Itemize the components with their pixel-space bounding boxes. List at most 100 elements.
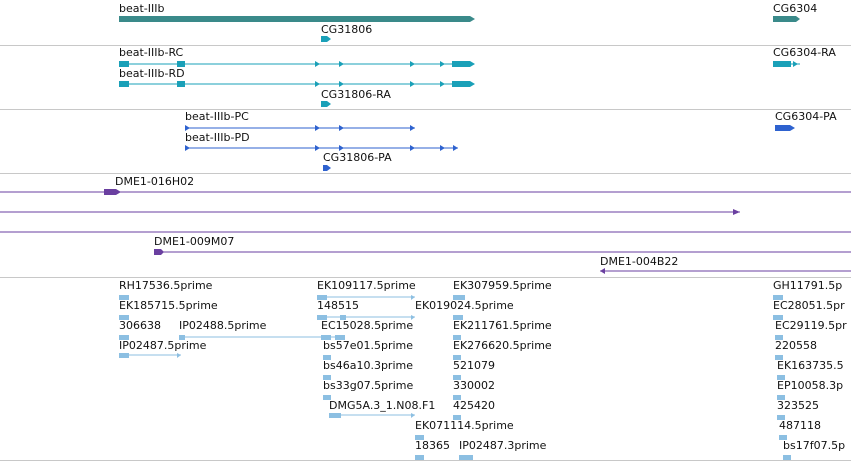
est-label-RH17536.5prime[interactable]: RH17536.5prime bbox=[119, 279, 213, 292]
est-EC29119.5pr bbox=[775, 335, 783, 340]
track-divider bbox=[0, 173, 851, 174]
protein-label-beat-IIIb-PD[interactable]: beat-IIIb-PD bbox=[185, 131, 250, 144]
gene-track-glyphs bbox=[119, 16, 800, 42]
clone-track-glyphs bbox=[0, 189, 851, 274]
est-bs17f07.5p bbox=[783, 455, 791, 460]
clone-DME1-016H02 bbox=[0, 189, 851, 195]
protein-CG31806-PA bbox=[323, 165, 331, 171]
protein-label-CG31806-PA[interactable]: CG31806-PA bbox=[323, 151, 392, 164]
est-label-18365[interactable]: 18365 bbox=[415, 439, 450, 452]
transcript-label-CG31806-RA[interactable]: CG31806-RA bbox=[321, 88, 391, 101]
est-label-EK307959.5prime[interactable]: EK307959.5prime bbox=[453, 279, 552, 292]
gene-feature-CG31806 bbox=[321, 36, 331, 42]
track-divider bbox=[0, 277, 851, 278]
est-330002 bbox=[453, 395, 461, 400]
est-306638 bbox=[119, 335, 129, 340]
est-DMG5A.3_1.N08.F1 bbox=[329, 413, 415, 418]
protein-label-CG6304-PA[interactable]: CG6304-PA bbox=[775, 110, 837, 123]
est-EK185715.5prime bbox=[119, 315, 129, 320]
est-EK019024.5prime bbox=[453, 315, 463, 320]
est-IP02487.3prime bbox=[459, 455, 473, 460]
est-label-EK276620.5prime[interactable]: EK276620.5prime bbox=[453, 339, 552, 352]
est-425420 bbox=[453, 415, 461, 420]
gene-feature-beat-IIIb bbox=[119, 16, 475, 22]
est-GH11791.5p bbox=[773, 295, 783, 300]
est-label-bs46a10.3prime[interactable]: bs46a10.3prime bbox=[323, 359, 413, 372]
est-18365 bbox=[415, 455, 424, 460]
est-EK276620.5prime bbox=[453, 355, 461, 360]
est-label-306638[interactable]: 306638 bbox=[119, 319, 161, 332]
est-EK211761.5prime bbox=[453, 335, 461, 340]
transcript-label-beat-IIIb-RD[interactable]: beat-IIIb-RD bbox=[119, 67, 185, 80]
clone-span-1 bbox=[0, 209, 740, 215]
clone-label-DME1-009M07[interactable]: DME1-009M07 bbox=[154, 235, 235, 248]
est-EC28051.5pr bbox=[773, 315, 783, 320]
protein-beat-IIIb-PD bbox=[185, 145, 458, 151]
est-label-323525[interactable]: 323525 bbox=[777, 399, 819, 412]
transcript-CG31806-RA bbox=[321, 101, 331, 107]
est-label-EK185715.5prime[interactable]: EK185715.5prime bbox=[119, 299, 218, 312]
est-EK071114.5prime bbox=[415, 435, 424, 440]
est-label-EC28051.5pr[interactable]: EC28051.5pr bbox=[773, 299, 845, 312]
gene-feature-CG6304 bbox=[773, 16, 800, 22]
est-label-425420[interactable]: 425420 bbox=[453, 399, 495, 412]
est-label-EC29119.5pr[interactable]: EC29119.5pr bbox=[775, 319, 847, 332]
est-label-IP02488.5prime[interactable]: IP02488.5prime bbox=[179, 319, 267, 332]
protein-track-glyphs bbox=[185, 125, 795, 171]
transcript-CG6304-RA bbox=[773, 61, 800, 67]
transcript-beat-IIIb-RD bbox=[119, 81, 475, 87]
protein-label-beat-IIIb-PC[interactable]: beat-IIIb-PC bbox=[185, 110, 249, 123]
est-label-EC15028.5prime[interactable]: EC15028.5prime bbox=[321, 319, 414, 332]
est-label-bs57e01.5prime[interactable]: bs57e01.5prime bbox=[323, 339, 414, 352]
est-label-EK211761.5prime[interactable]: EK211761.5prime bbox=[453, 319, 552, 332]
est-label-521079[interactable]: 521079 bbox=[453, 359, 495, 372]
est-label-IP02487.3prime[interactable]: IP02487.3prime bbox=[459, 439, 547, 452]
gene-label-beat-IIIb[interactable]: beat-IIIb bbox=[119, 2, 165, 15]
est-IP02488.5prime bbox=[179, 335, 345, 340]
est-bs57e01.5prime bbox=[323, 355, 331, 360]
est-label-GH11791.5p[interactable]: GH11791.5p bbox=[773, 279, 843, 292]
est-label-330002[interactable]: 330002 bbox=[453, 379, 495, 392]
est-label-EK019024.5prime[interactable]: EK019024.5prime bbox=[415, 299, 514, 312]
est-label-220558[interactable]: 220558 bbox=[775, 339, 817, 352]
est-bs33g07.5prime bbox=[323, 395, 331, 400]
est-label-bs17f07.5p[interactable]: bs17f07.5p bbox=[783, 439, 846, 452]
track-divider bbox=[0, 109, 851, 110]
transcript-beat-IIIb-RC bbox=[119, 61, 475, 67]
est-label-487118[interactable]: 487118 bbox=[779, 419, 821, 432]
est-148515 bbox=[317, 315, 415, 320]
est-label-bs33g07.5prime[interactable]: bs33g07.5prime bbox=[323, 379, 414, 392]
est-EK109117.5prime bbox=[317, 295, 415, 300]
est-label-EK071114.5prime[interactable]: EK071114.5prime bbox=[415, 419, 514, 432]
gene-label-CG31806[interactable]: CG31806 bbox=[321, 23, 373, 36]
est-bs46a10.3prime bbox=[323, 375, 331, 380]
est-EC15028.5prime bbox=[321, 335, 331, 340]
clone-label-DME1-004B22[interactable]: DME1-004B22 bbox=[600, 255, 679, 268]
transcript-label-beat-IIIb-RC[interactable]: beat-IIIb-RC bbox=[119, 46, 184, 59]
est-EP10058.3p bbox=[777, 395, 785, 400]
est-521079 bbox=[453, 375, 461, 380]
est-323525 bbox=[777, 415, 785, 420]
est-EK307959.5prime bbox=[453, 295, 465, 300]
est-label-EP10058.3p[interactable]: EP10058.3p bbox=[777, 379, 844, 392]
protein-CG6304-PA bbox=[775, 125, 795, 131]
est-RH17536.5prime bbox=[119, 295, 129, 300]
est-label-148515[interactable]: 148515 bbox=[317, 299, 359, 312]
transcript-label-CG6304-RA[interactable]: CG6304-RA bbox=[773, 46, 836, 59]
est-EK163735.5 bbox=[777, 375, 785, 380]
transcript-track-glyphs bbox=[119, 61, 800, 107]
clone-DME1-009M07 bbox=[154, 249, 851, 255]
est-label-DMG5A.3_1.N08.F1[interactable]: DMG5A.3_1.N08.F1 bbox=[329, 399, 436, 412]
gene-label-CG6304[interactable]: CG6304 bbox=[773, 2, 818, 15]
est-487118 bbox=[779, 435, 787, 440]
est-label-IP02487.5prime[interactable]: IP02487.5prime bbox=[119, 339, 207, 352]
protein-beat-IIIb-PC bbox=[185, 125, 415, 131]
est-IP02487.5prime bbox=[119, 353, 181, 358]
clone-DME1-004B22 bbox=[600, 268, 851, 274]
est-label-EK109117.5prime[interactable]: EK109117.5prime bbox=[317, 279, 416, 292]
est-label-EK163735.5[interactable]: EK163735.5 bbox=[777, 359, 844, 372]
est-220558 bbox=[775, 355, 783, 360]
clone-label-DME1-016H02[interactable]: DME1-016H02 bbox=[115, 175, 195, 188]
